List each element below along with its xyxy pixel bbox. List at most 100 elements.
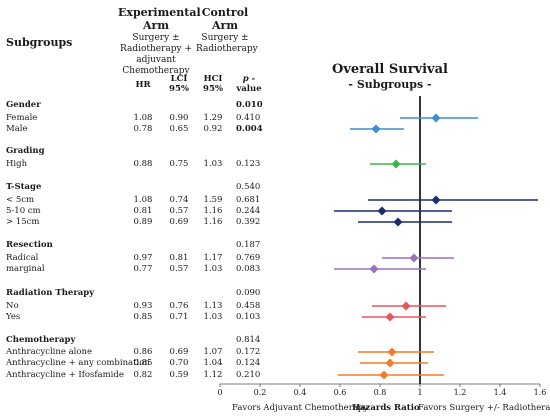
row-p-value: 0.123: [236, 159, 261, 169]
row-label: High: [6, 159, 28, 169]
col-hci-header: HCI 95%: [203, 74, 223, 94]
row-hr: 0.93: [133, 301, 153, 311]
row-lci: 0.59: [169, 370, 189, 380]
x-tick-label: 1: [417, 388, 423, 397]
row-hr: 0.97: [133, 253, 153, 263]
row-hci: 1.03: [203, 159, 223, 169]
row-lci: 0.71: [169, 312, 189, 322]
row-hr: 0.88: [133, 159, 153, 169]
row-hci: 1.12: [203, 370, 223, 380]
hr-point-marker: [369, 264, 379, 274]
row-label: No: [6, 301, 19, 311]
col-p-header: p - value: [236, 74, 262, 94]
row-p-value: 0.410: [236, 113, 261, 123]
row-label: Anthracycline + Ifosfamide: [6, 370, 124, 380]
x-tick-label: 0.4: [293, 388, 307, 397]
hr-point-marker: [385, 358, 395, 368]
row-lci: 0.81: [169, 253, 189, 263]
hr-point-marker: [431, 113, 441, 123]
x-tick-label: 0.8: [373, 388, 387, 397]
row-hr: 1.08: [133, 195, 153, 205]
group-label: T-Stage: [6, 182, 42, 192]
row-label: marginal: [6, 264, 45, 274]
row-label: Yes: [6, 312, 21, 322]
x-tick-label: 0: [217, 388, 223, 397]
row-p-value: 0.392: [236, 217, 261, 227]
row-p-value: 0.103: [236, 312, 261, 322]
hr-point-marker: [401, 301, 411, 311]
hr-point-marker: [393, 217, 403, 227]
x-tick-label: 0.2: [253, 388, 267, 397]
footer-left-label: Favors Adjuvant Chemotherapy: [232, 403, 369, 413]
plot-subtitle: - Subgroups -: [348, 78, 432, 91]
row-hci: 1.13: [203, 301, 223, 311]
row-hci: 1.59: [203, 195, 223, 205]
row-hr: 0.81: [133, 206, 153, 216]
subgroups-header: Subgroups: [6, 36, 73, 49]
row-p-value: 0.124: [236, 358, 261, 368]
group-label: Radiation Therapy: [6, 288, 95, 298]
row-lci: 0.76: [169, 301, 189, 311]
row-hci: 1.03: [203, 312, 223, 322]
hr-point-marker: [371, 124, 381, 134]
row-lci: 0.65: [169, 124, 189, 134]
row-hr: 0.77: [133, 264, 153, 274]
row-lci: 0.69: [169, 217, 189, 227]
hr-point-marker: [379, 370, 389, 380]
col-hr-header: HR: [135, 80, 151, 90]
row-p-value: 0.004: [236, 124, 263, 134]
row-lci: 0.70: [169, 358, 189, 368]
control-arm-header: Control Arm: [201, 6, 249, 32]
hr-point-marker: [391, 159, 401, 169]
row-p-value: 0.210: [236, 370, 261, 380]
hr-point-marker: [409, 253, 419, 263]
row-label: < 5cm: [6, 195, 35, 205]
row-lci: 0.74: [169, 195, 189, 205]
plot-title: Overall Survival: [332, 62, 448, 77]
row-hci: 0.92: [203, 124, 223, 134]
row-hr: 0.85: [133, 312, 153, 322]
hr-point-marker: [385, 312, 395, 322]
row-hr: 0.78: [133, 124, 153, 134]
group-label: Grading: [6, 146, 45, 156]
row-hci: 1.17: [203, 253, 223, 263]
row-hci: 1.16: [203, 217, 223, 227]
row-lci: 0.75: [169, 159, 189, 169]
row-hr: 1.08: [133, 113, 153, 123]
row-lci: 0.90: [169, 113, 189, 123]
row-label: > 15cm: [6, 217, 40, 227]
row-hr: 0.89: [133, 217, 153, 227]
x-axis-label: Hazards Ratio: [352, 403, 420, 413]
row-lci: 0.69: [169, 347, 189, 357]
footer-right-label: Favors Surgery +/- Radiotherapy: [418, 403, 550, 413]
row-p-value: 0.083: [236, 264, 261, 274]
row-p-value: 0.172: [236, 347, 261, 357]
row-hci: 1.16: [203, 206, 223, 216]
group-label: Gender: [6, 100, 41, 110]
row-label: Male: [6, 124, 28, 134]
group-label: Chemotherapy: [6, 335, 76, 345]
row-lci: 0.57: [169, 206, 189, 216]
row-hci: 1.03: [203, 264, 223, 274]
row-hr: 0.85: [133, 358, 153, 368]
col-lci-header: LCI 95%: [169, 74, 189, 94]
row-lci: 0.57: [169, 264, 189, 274]
row-p-value: 0.769: [236, 253, 261, 263]
group-p-value: 0.814: [236, 335, 261, 345]
row-label: Female: [6, 113, 38, 123]
group-p-value: 0.090: [236, 288, 261, 298]
row-hci: 1.04: [203, 358, 223, 368]
group-p-value: 0.540: [236, 182, 261, 192]
group-label: Resection: [6, 240, 53, 250]
row-p-value: 0.244: [236, 206, 261, 216]
row-p-value: 0.458: [236, 301, 261, 311]
row-p-value: 0.681: [236, 195, 261, 205]
control-arm-desc: Surgery ± Radiotherapy: [196, 33, 258, 54]
row-label: Anthracycline alone: [6, 347, 93, 357]
row-hr: 0.82: [133, 370, 153, 380]
x-tick-label: 1.2: [453, 388, 467, 397]
hr-point-marker: [387, 347, 397, 357]
row-label: Anthracycline + any combination: [6, 358, 150, 368]
group-p-value: 0.010: [236, 100, 263, 110]
